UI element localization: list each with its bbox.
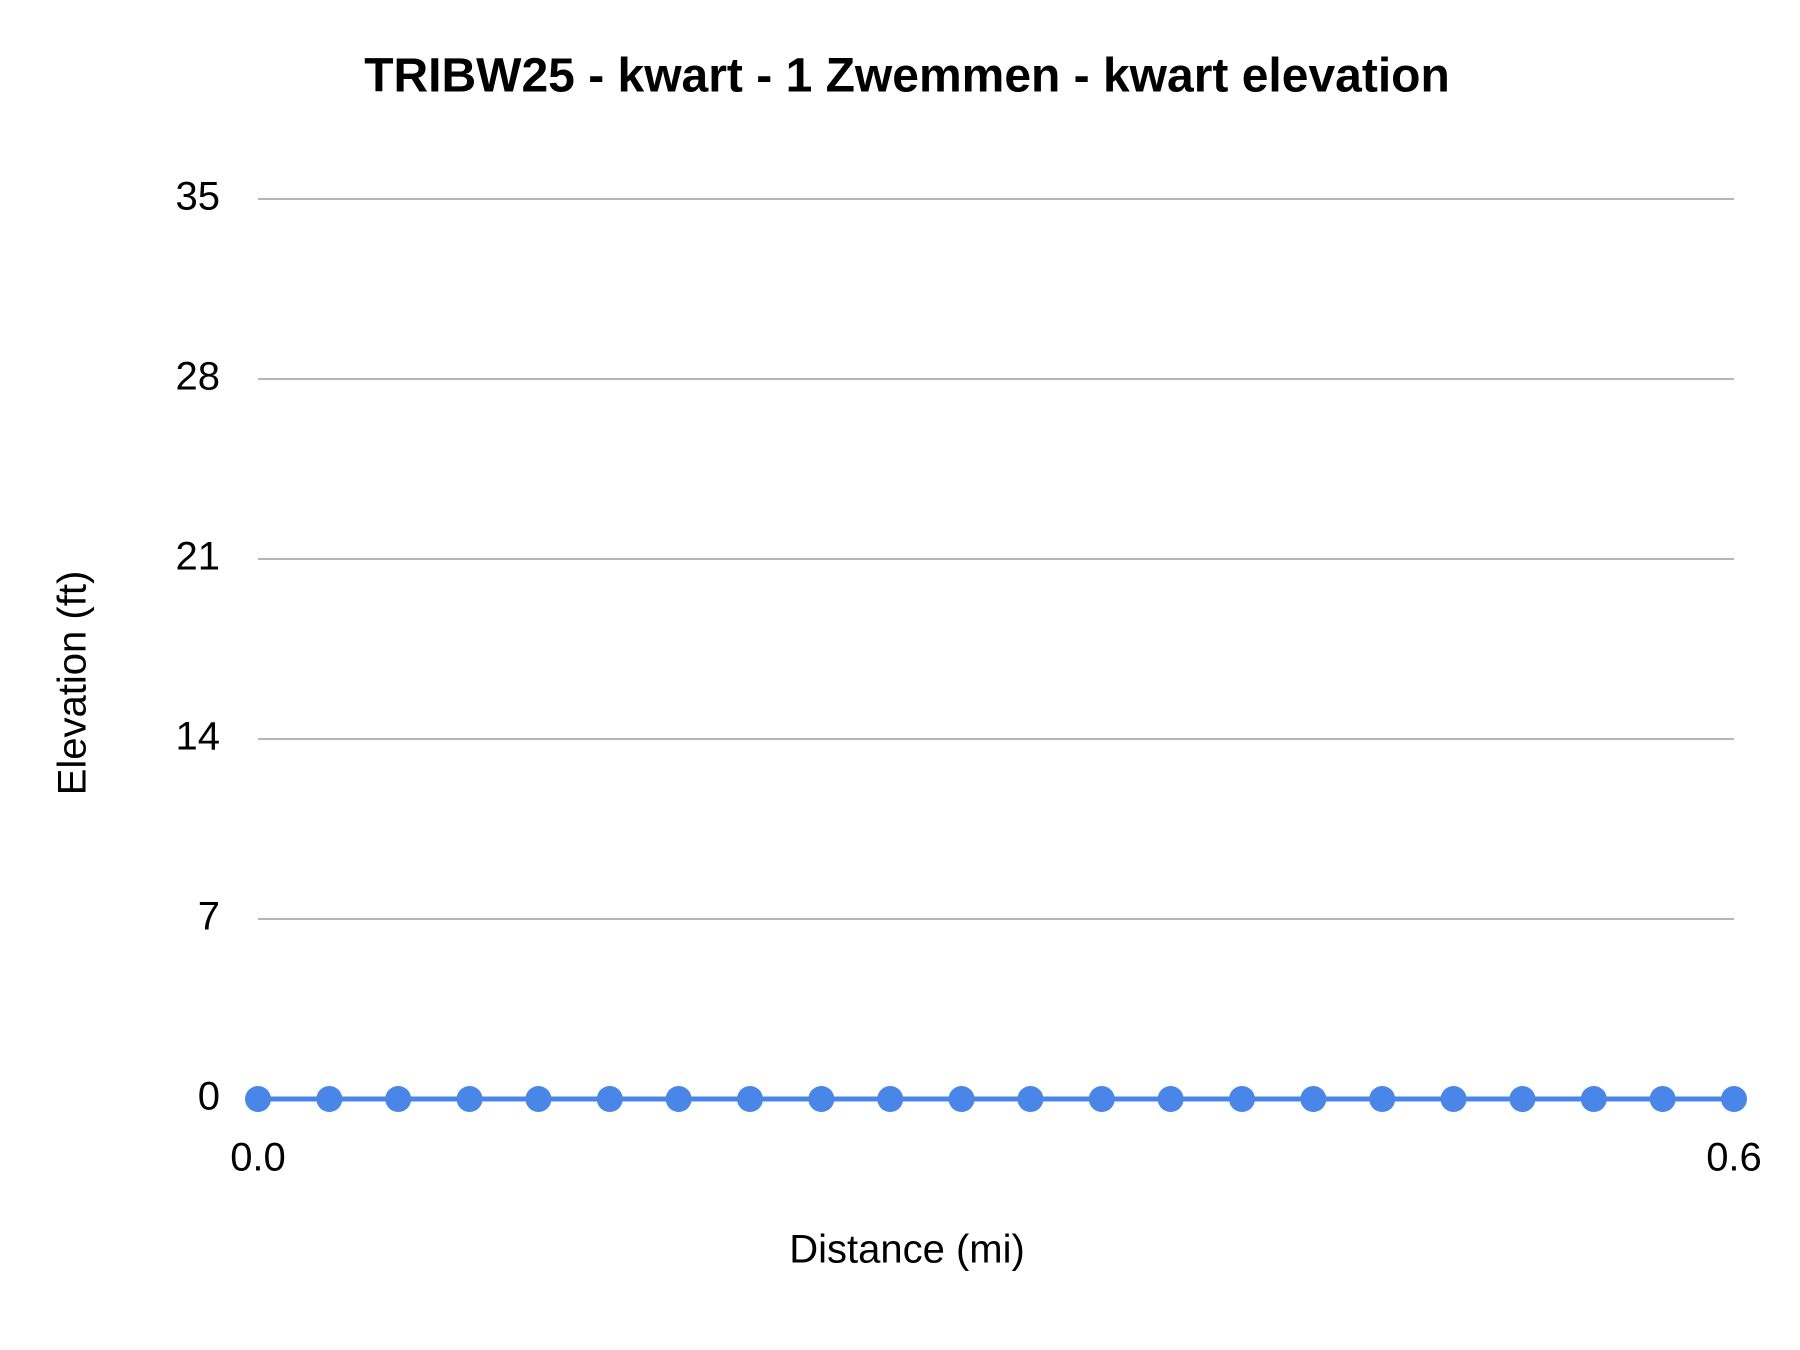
point [737, 1086, 763, 1112]
point [1369, 1086, 1396, 1112]
point [1509, 1086, 1536, 1112]
y-tick-label: 14 [176, 715, 221, 759]
y-tick-label: 35 [176, 175, 221, 219]
point [456, 1086, 483, 1112]
point [316, 1086, 343, 1112]
point [1157, 1086, 1184, 1112]
point [385, 1086, 412, 1112]
x-tick-label: 0.6 [1706, 1136, 1762, 1180]
x-axis-label: Distance (mi) [789, 1228, 1025, 1272]
y-tick-label: 0 [198, 1075, 220, 1119]
y-tick-label: 28 [176, 355, 221, 399]
y-axis-label: Elevation (ft) [51, 571, 95, 796]
point [1088, 1086, 1115, 1112]
point [877, 1086, 904, 1112]
y-tick-label: 21 [176, 535, 221, 579]
point [1580, 1086, 1607, 1112]
point [1300, 1086, 1327, 1112]
point [596, 1086, 623, 1112]
chart-title: TRIBW25 - kwart - 1 Zwemmen - kwart elev… [364, 50, 1450, 103]
point [1229, 1086, 1255, 1112]
point [1440, 1086, 1467, 1112]
point [525, 1086, 552, 1112]
x-tick-label: 0.0 [230, 1136, 286, 1180]
point [808, 1086, 835, 1112]
point [665, 1086, 692, 1112]
y-tick-label: 7 [198, 895, 220, 939]
point [245, 1086, 271, 1112]
point [1649, 1086, 1676, 1112]
point [948, 1086, 975, 1112]
point [1017, 1086, 1044, 1112]
point [1721, 1086, 1747, 1112]
